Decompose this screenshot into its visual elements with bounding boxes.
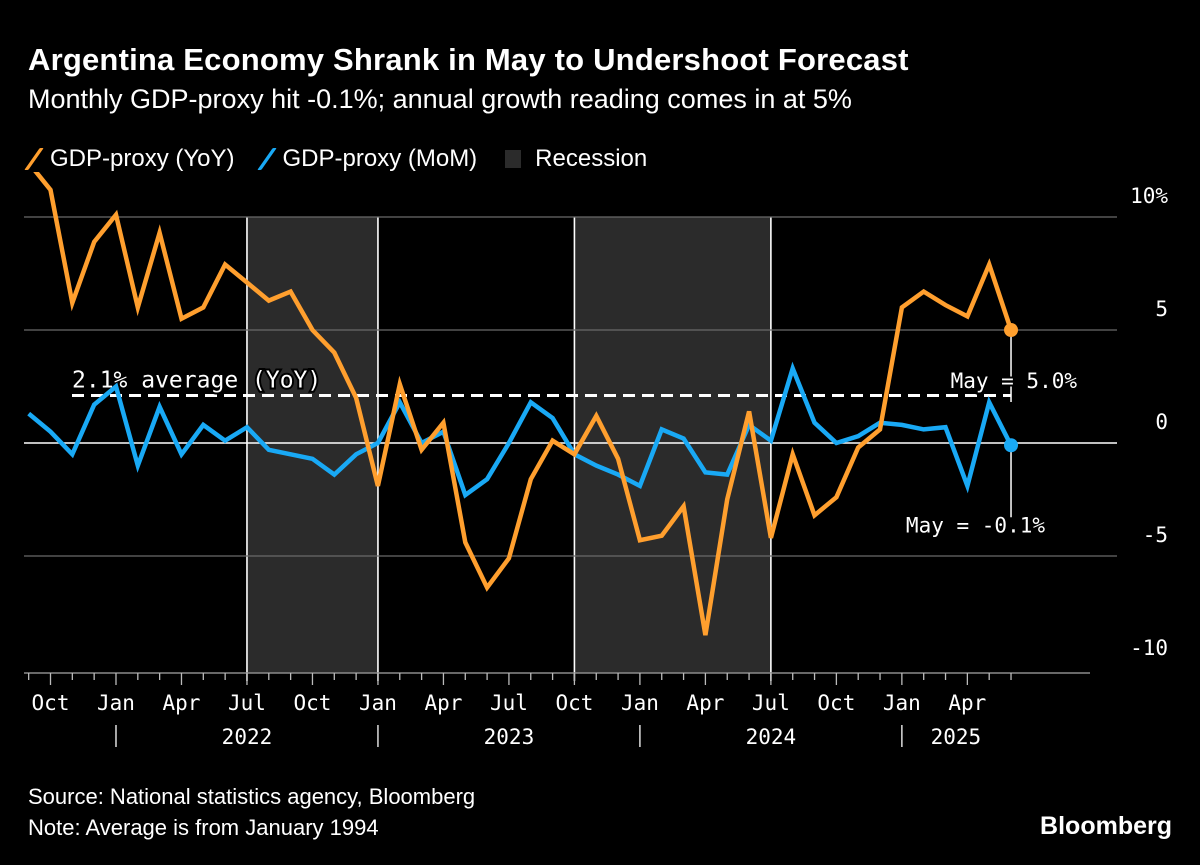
- footnote: Note: Average is from January 1994: [28, 815, 379, 840]
- x-tick-label: Jan: [621, 691, 659, 715]
- series-line-mom: [27, 361, 1014, 499]
- x-tick-label: Jan: [359, 691, 397, 715]
- legend-item-mom: GDP-proxy (MoM): [256, 145, 478, 173]
- x-year-label: 2022: [222, 725, 273, 749]
- chart-subtitle: Monthly GDP-proxy hit -0.1%; annual grow…: [28, 84, 852, 114]
- legend-swatch-recession: [505, 150, 522, 168]
- x-tick-label: Oct: [555, 691, 593, 715]
- legend-item-yoy: GDP-proxy (YoY): [24, 145, 235, 173]
- series-line-yoy: [33, 172, 1014, 636]
- legend-item-recession: Recession: [501, 145, 647, 173]
- x-year-label: 2023: [484, 725, 535, 749]
- y-tick-label: 5: [1155, 297, 1168, 321]
- legend-label-recession: Recession: [535, 145, 648, 172]
- x-tick-label: Apr: [163, 691, 201, 715]
- legend-label-mom: GDP-proxy (MoM): [282, 145, 478, 172]
- x-tick-label: Jan: [97, 691, 135, 715]
- y-tick-label: -10: [1130, 636, 1168, 660]
- x-tick-label: Jul: [228, 691, 266, 715]
- x-tick-label: Oct: [293, 691, 331, 715]
- legend: GDP-proxy (YoY) GDP-proxy (MoM) Recessio…: [24, 145, 671, 173]
- y-tick-label: -5: [1143, 523, 1168, 547]
- y-tick-label: 10%: [1130, 184, 1168, 208]
- x-year-label: 2024: [746, 725, 797, 749]
- series-end-marker: [1004, 323, 1019, 337]
- x-tick-label: Apr: [424, 691, 462, 715]
- annotation-label: May = 5.0%: [951, 369, 1078, 393]
- x-tick-label: Apr: [686, 691, 724, 715]
- x-tick-label: Oct: [817, 691, 855, 715]
- x-tick-label: Apr: [948, 691, 986, 715]
- annotation-label: May = -0.1%: [906, 513, 1045, 537]
- legend-label-yoy: GDP-proxy (YoY): [50, 145, 235, 172]
- x-tick-label: Jul: [490, 691, 528, 715]
- y-tick-label: 0: [1155, 410, 1168, 434]
- source-note: Source: National statistics agency, Bloo…: [28, 784, 476, 809]
- bloomberg-logo: Bloomberg: [1040, 812, 1172, 840]
- x-tick-label: Oct: [32, 691, 70, 715]
- recession-band: [246, 217, 378, 673]
- x-tick-label: Jan: [883, 691, 921, 715]
- series-end-marker: [1004, 438, 1019, 453]
- chart-title: Argentina Economy Shrank in May to Under…: [28, 42, 909, 77]
- x-tick-label: Jul: [752, 691, 790, 715]
- x-year-label: 2025: [931, 725, 982, 749]
